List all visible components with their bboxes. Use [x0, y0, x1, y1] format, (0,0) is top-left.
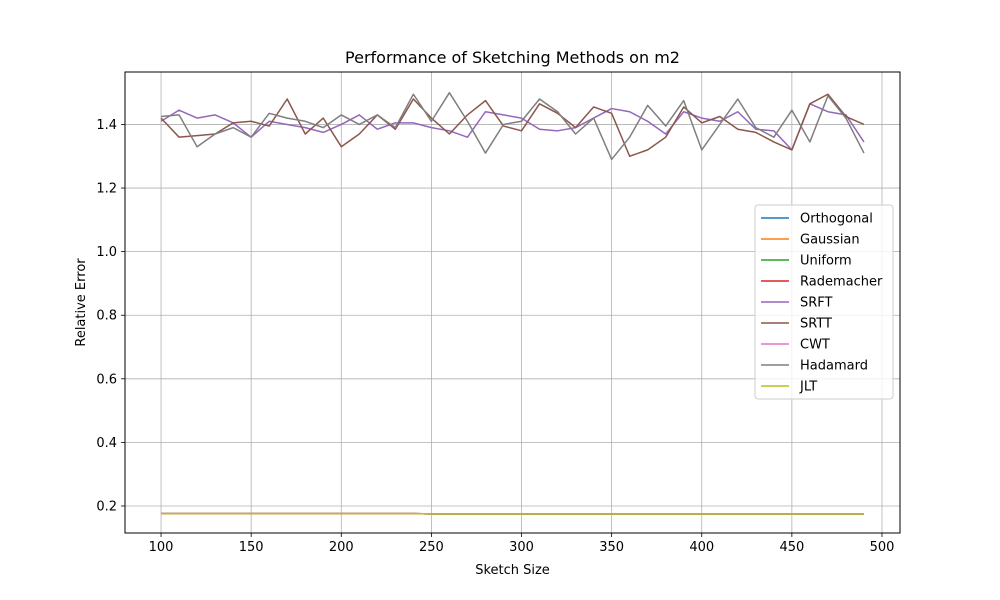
series-line-hadamard [160, 91, 865, 161]
legend-label: JLT [799, 380, 817, 395]
x-tick-label: 100 [149, 540, 174, 555]
x-axis-label: Sketch Size [475, 563, 550, 578]
series-line-srtt [160, 93, 865, 157]
y-tick-label: 0.8 [96, 309, 117, 324]
x-tick-label: 500 [870, 540, 895, 555]
legend-label: Gaussian [800, 233, 860, 248]
ticks: 100 150 200 250 300 350 400 450 500 0.2 0.4 0.6 0.8 1… [96, 118, 894, 555]
x-tick-label: 450 [779, 540, 804, 555]
legend-label: SRFT [800, 296, 833, 311]
legend-box [754, 204, 894, 400]
legend-label: Rademacher [800, 275, 883, 290]
y-tick-label: 1.2 [96, 182, 117, 197]
plot-frame [124, 71, 901, 534]
legend-label: Hadamard [800, 359, 868, 374]
legend-label: CWT [800, 338, 830, 353]
legend-label: Orthogonal [800, 212, 873, 227]
x-tick-label: 250 [419, 540, 444, 555]
x-tick-label: 150 [239, 540, 264, 555]
series-line-srft [160, 103, 865, 151]
legend-label: Uniform [800, 254, 852, 269]
y-tick-label: 0.6 [96, 372, 117, 387]
legend: Orthogonal Gaussian Uniform Rademacher SRFT S… [754, 204, 894, 400]
chart-title: Performance of Sketching Methods on m2 [345, 48, 680, 67]
x-tick-label: 350 [599, 540, 624, 555]
legend-label: SRTT [800, 317, 832, 332]
y-tick-label: 0.2 [96, 499, 117, 514]
x-tick-label: 300 [509, 540, 534, 555]
y-tick-label: 1.0 [96, 245, 117, 260]
series-lines [160, 91, 865, 515]
y-tick-label: 0.4 [96, 436, 117, 451]
y-tick-label: 1.4 [96, 118, 117, 133]
x-tick-label: 400 [689, 540, 714, 555]
y-axis-label: Relative Error [74, 258, 89, 347]
x-tick-label: 200 [329, 540, 354, 555]
